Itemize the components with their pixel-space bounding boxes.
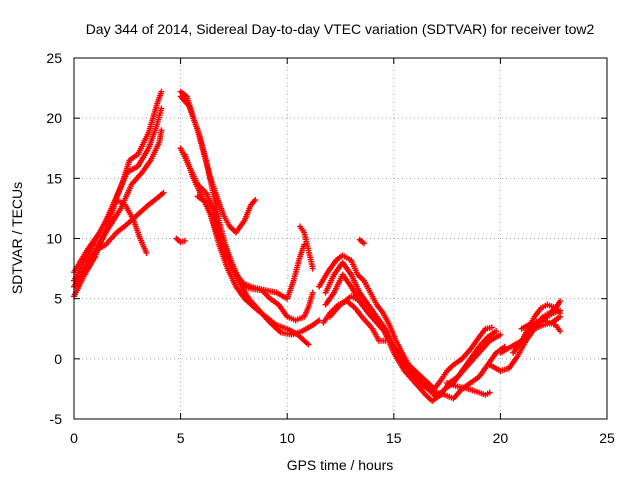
x-tick-label: 20	[493, 430, 509, 446]
x-tick-label: 15	[386, 430, 402, 446]
y-tick-label: 0	[54, 351, 62, 367]
data-point	[309, 289, 316, 296]
series-track-5	[92, 189, 167, 254]
series-track-16	[326, 293, 508, 402]
data-point	[158, 127, 165, 134]
series-track-7	[177, 93, 259, 236]
data-point	[160, 189, 167, 196]
series-track-24	[522, 313, 564, 338]
data-point	[493, 328, 500, 335]
series-track-17	[320, 298, 389, 344]
data-point	[158, 105, 165, 112]
x-tick-labels: 0 5 10 15 20 25	[70, 430, 615, 446]
series-track-10	[194, 193, 323, 338]
data-point	[488, 324, 495, 331]
chart-title: Day 344 of 2014, Sidereal Day-to-day VTE…	[86, 21, 595, 37]
y-axis-label: SDTVAR / TECUs	[9, 182, 25, 294]
x-tick-label: 10	[279, 430, 295, 446]
x-axis-label: GPS time / hours	[287, 457, 394, 473]
y-tick-label: 20	[46, 110, 62, 126]
data-point	[316, 317, 323, 324]
series-track-18	[356, 236, 367, 247]
axis-ticks	[73, 57, 608, 420]
data-point	[158, 88, 165, 95]
grid-lines	[74, 58, 607, 419]
data-series	[71, 88, 564, 404]
series-track-13	[316, 252, 495, 392]
data-point	[382, 337, 389, 344]
series-track-19	[444, 379, 493, 398]
x-tick-label: 5	[177, 430, 185, 446]
data-point	[252, 196, 259, 203]
x-tick-label: 0	[70, 430, 78, 446]
x-tick-label: 25	[599, 430, 615, 446]
data-point	[557, 313, 564, 320]
y-tick-label: -5	[50, 411, 63, 427]
data-point	[486, 389, 493, 396]
data-point	[557, 298, 564, 305]
y-tick-label: 15	[46, 170, 62, 186]
data-point	[305, 341, 312, 348]
data-point	[557, 328, 564, 335]
y-tick-label: 5	[54, 291, 62, 307]
data-point	[497, 331, 504, 338]
series-track-11	[173, 235, 188, 246]
data-point	[181, 237, 188, 244]
data-point	[143, 249, 150, 256]
series-track-12	[296, 223, 316, 272]
y-tick-label: 10	[46, 231, 62, 247]
data-point	[309, 265, 316, 272]
y-tick-label: 25	[46, 50, 62, 66]
y-tick-labels: -5 0 5 10 15 20 25	[46, 50, 62, 427]
data-point	[360, 240, 367, 247]
